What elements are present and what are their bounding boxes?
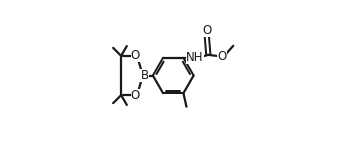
- Text: O: O: [202, 24, 212, 37]
- Text: O: O: [131, 89, 140, 102]
- Text: NH: NH: [186, 51, 204, 64]
- Text: O: O: [217, 50, 227, 63]
- Text: O: O: [131, 49, 140, 62]
- Text: B: B: [141, 69, 149, 82]
